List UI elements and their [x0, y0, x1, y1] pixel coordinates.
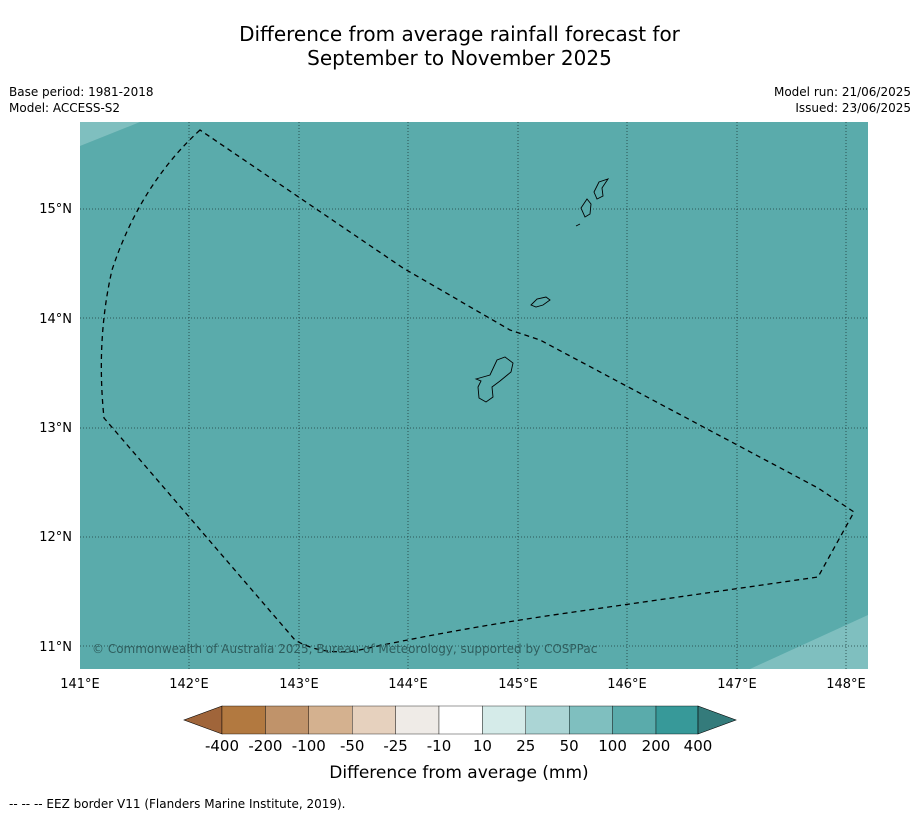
cb-tick-2: -200: [248, 737, 282, 755]
colorbar-bin-1: [221, 705, 266, 735]
colorbar-bin-4: [352, 705, 396, 735]
guam-island: [474, 356, 514, 403]
lon-label-144: 144°E: [388, 677, 428, 692]
cb-tick-4: -50: [340, 737, 365, 755]
lighter-anomaly-bottom-right: [750, 615, 868, 669]
longitude-labels: 141°E 142°E 143°E 144°E 145°E 146°E 147°…: [60, 677, 866, 692]
cb-tick-9: 50: [560, 737, 579, 755]
cb-tick-1: -400: [205, 737, 239, 755]
colorbar-bin-8: [525, 705, 570, 735]
colorbar-tick-labels: -400 -200 -100 -50 -25 -10 10 25 50 100 …: [205, 737, 712, 755]
lat-label-11: 11°N: [39, 640, 72, 655]
graticule: [80, 122, 868, 669]
chart-title: Difference from average rainfall forecas…: [0, 22, 919, 70]
latitude-labels: 15°N 14°N 13°N 12°N 11°N: [39, 202, 72, 655]
rota-island: [530, 296, 551, 308]
tinian-island: [580, 198, 592, 218]
lon-label-147: 147°E: [717, 677, 757, 692]
lon-label-143: 143°E: [279, 677, 319, 692]
colorbar-bin-2: [265, 705, 309, 735]
cb-tick-6: -10: [427, 737, 452, 755]
colorbar-bin-10: [612, 705, 657, 735]
colorbar-bin-6: [438, 705, 483, 735]
colorbar-bin-11: [655, 705, 699, 735]
meta-left: Base period: 1981-2018 Model: ACCESS-S2: [9, 84, 154, 116]
map-area: © Commonwealth of Australia 2025, Bureau…: [80, 122, 868, 669]
cb-tick-7: 10: [473, 737, 492, 755]
cb-tick-3: -100: [292, 737, 326, 755]
colorbar: -400 -200 -100 -50 -25 -10 10 25 50 100 …: [183, 705, 737, 783]
base-period: Base period: 1981-2018: [9, 85, 154, 99]
colorbar-bin-high-extend: [697, 705, 737, 735]
model-name: Model: ACCESS-S2: [9, 101, 121, 115]
cb-tick-10: 100: [598, 737, 627, 755]
cb-tick-11: 200: [642, 737, 671, 755]
title-line-2: September to November 2025: [307, 46, 612, 70]
issued-date: Issued: 23/06/2025: [795, 101, 911, 115]
model-run: Model run: 21/06/2025: [773, 85, 911, 99]
lon-label-145: 145°E: [498, 677, 538, 692]
colorbar-bin-9: [569, 705, 613, 735]
lon-label-148: 148°E: [826, 677, 866, 692]
cb-tick-5: -25: [383, 737, 408, 755]
colorbar-bin-3: [308, 705, 353, 735]
cb-tick-12: 400: [684, 737, 713, 755]
title-line-1: Difference from average rainfall forecas…: [239, 22, 680, 46]
lat-label-14: 14°N: [39, 312, 72, 327]
lon-label-142: 142°E: [169, 677, 209, 692]
lat-label-12: 12°N: [39, 530, 72, 545]
cb-tick-8: 25: [516, 737, 535, 755]
lat-label-15: 15°N: [39, 202, 72, 217]
map-background: [80, 122, 868, 669]
colorbar-bin-7: [482, 705, 526, 735]
meta-right: Model run: 21/06/2025 Issued: 23/06/2025: [774, 84, 911, 116]
lighter-anomaly-top-left: [80, 122, 140, 146]
colorbar-title: Difference from average (mm): [329, 763, 588, 783]
map-figure: © Commonwealth of Australia 2025, Bureau…: [39, 122, 868, 783]
saipan-island: [593, 178, 610, 200]
lon-label-141: 141°E: [60, 677, 100, 692]
aguijan-islet: [575, 223, 581, 227]
eez-legend-note: -- -- -- EEZ border V11 (Flanders Marine…: [9, 797, 346, 811]
colorbar-bin-low-extend: [183, 705, 223, 735]
eez-border: [100, 129, 855, 653]
lon-label-146: 146°E: [607, 677, 647, 692]
copyright-notice: © Commonwealth of Australia 2025, Bureau…: [92, 642, 597, 656]
islands: [474, 178, 610, 403]
lat-label-13: 13°N: [39, 421, 72, 436]
colorbar-bin-5: [395, 705, 440, 735]
